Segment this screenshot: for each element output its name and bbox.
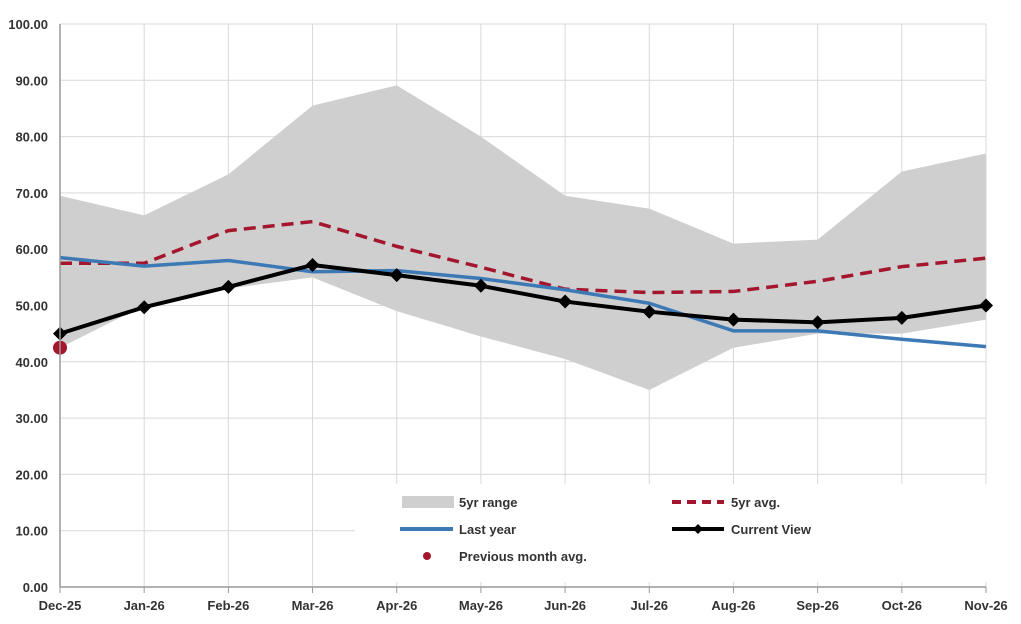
range-band-layer xyxy=(60,85,986,390)
series-line-5yr-avg xyxy=(60,219,987,295)
legend-swatch-previous-month-avg xyxy=(423,552,431,560)
series-lines-layer xyxy=(53,219,993,355)
series-point-current-view xyxy=(137,300,152,315)
legend-label-current-view: Current View xyxy=(731,522,812,537)
x-tick-label: Feb-26 xyxy=(207,598,249,613)
series-point-current-view xyxy=(473,278,488,293)
series-line-current-view xyxy=(59,262,987,336)
axes xyxy=(59,24,986,588)
series-point-current-view xyxy=(221,279,236,294)
legend-label-5yr-avg: 5yr avg. xyxy=(731,495,780,510)
series-point-current-view xyxy=(979,298,993,313)
x-tick-label: Oct-26 xyxy=(882,598,922,613)
y-axis-tick-labels: 0.00 10.00 20.00 30.00 40.00 50.00 60.00 70.00 8… xyxy=(8,17,48,595)
y-tick-label: 40.00 xyxy=(15,355,48,370)
x-tick-label: Dec-25 xyxy=(39,598,82,613)
x-axis-tick-labels: Dec-25 Jan-26 Feb-26 Mar-26 Apr-26 May-26 Jun-… xyxy=(39,598,1008,613)
x-tick-label: Aug-26 xyxy=(711,598,755,613)
x-tick-label: Jul-26 xyxy=(630,598,668,613)
legend: 5yr range 5yr avg. Last year Current Vie… xyxy=(355,484,991,582)
x-tick-label: Jun-26 xyxy=(544,598,586,613)
series-point-current-view xyxy=(305,257,320,272)
y-tick-label: 70.00 xyxy=(15,186,48,201)
y-tick-label: 50.00 xyxy=(15,299,48,314)
y-tick-label: 30.00 xyxy=(15,411,48,426)
series-point-current-view xyxy=(558,294,573,309)
y-tick-label: 100.00 xyxy=(8,17,48,32)
legend-label-previous-month-avg: Previous month avg. xyxy=(459,549,587,564)
x-tick-label: Jan-26 xyxy=(124,598,165,613)
x-tick-label: May-26 xyxy=(459,598,503,613)
y-tick-label: 60.00 xyxy=(15,242,48,257)
range-band-5yr xyxy=(60,85,986,390)
y-tick-label: 80.00 xyxy=(15,130,48,145)
y-tick-label: 0.00 xyxy=(23,580,48,595)
y-tick-label: 90.00 xyxy=(15,73,48,88)
series-point-current-view xyxy=(810,315,825,330)
series-point-current-view xyxy=(894,310,909,325)
series-point-current-view xyxy=(642,304,657,319)
x-tick-label: Mar-26 xyxy=(292,598,334,613)
legend-swatch-current-view-marker xyxy=(693,524,703,534)
x-tick-label: Sep-26 xyxy=(796,598,839,613)
y-tick-label: 10.00 xyxy=(15,524,48,539)
legend-label-5yr-range: 5yr range xyxy=(459,495,518,510)
legend-swatch-5yr-range xyxy=(402,496,454,508)
x-tick-label: Apr-26 xyxy=(376,598,417,613)
y-tick-label: 20.00 xyxy=(15,467,48,482)
legend-label-last-year: Last year xyxy=(459,522,516,537)
series-point-current-view xyxy=(726,312,741,327)
series-point-current-view xyxy=(389,268,404,283)
series-line-last-year xyxy=(59,255,987,349)
x-tick-label: Nov-26 xyxy=(964,598,1007,613)
